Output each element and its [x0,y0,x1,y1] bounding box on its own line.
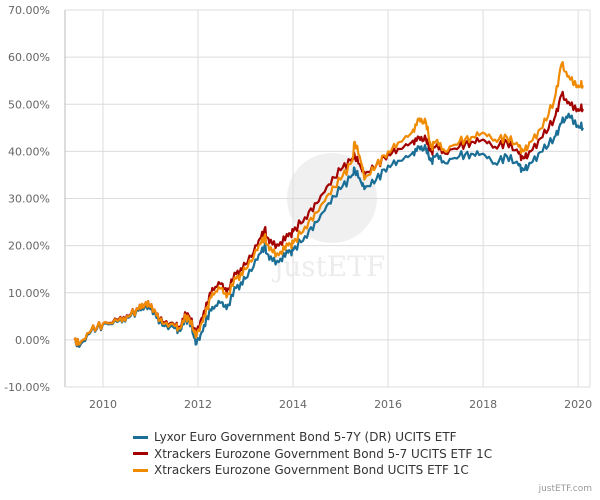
legend-item-xtrackers-eurozone[interactable]: Xtrackers Eurozone Government Bond UCITS… [133,462,492,479]
y-tick-label: 10.00% [8,287,50,300]
x-tick-label: 2020 [564,398,592,411]
series-line-2 [73,61,584,347]
x-tick-label: 2018 [469,398,497,411]
y-tick-label: 50.00% [8,98,50,111]
watermark-logo-text: justETF [272,250,386,283]
x-tick-label: 2014 [279,398,307,411]
source-credit[interactable]: justETF.com [538,484,592,494]
legend-label: Xtrackers Eurozone Government Bond 5-7 U… [154,446,493,461]
y-tick-label: 30.00% [8,193,50,206]
x-tick-label: 2012 [184,398,212,411]
series-line-1 [73,90,584,347]
x-tick-label: 2016 [374,398,402,411]
grid [64,9,591,388]
y-tick-label: -10.00% [4,381,50,394]
x-tick-label: 2010 [89,398,117,411]
y-tick-label: 40.00% [8,145,50,158]
x-axis: 2010 2012 2014 2016 2018 2020 [89,398,592,411]
series-lines [73,61,584,348]
legend-item-lyxor[interactable]: Lyxor Euro Government Bond 5-7Y (DR) UCI… [133,429,492,446]
legend-swatch [133,468,148,472]
legend-label: Lyxor Euro Government Bond 5-7Y (DR) UCI… [154,430,457,445]
y-axis: -10.00% 0.00% 10.00% 20.00% 30.00% 40.00% 50.0… [4,4,50,394]
legend-item-xtrackers-5-7[interactable]: Xtrackers Eurozone Government Bond 5-7 U… [133,446,492,463]
y-tick-label: 70.00% [8,4,50,17]
legend-swatch [133,452,148,456]
y-tick-label: 0.00% [15,334,50,347]
y-tick-label: 20.00% [8,240,50,253]
legend-label: Xtrackers Eurozone Government Bond UCITS… [154,463,469,478]
legend-swatch [133,435,148,439]
legend: Lyxor Euro Government Bond 5-7Y (DR) UCI… [133,429,492,479]
y-tick-label: 60.00% [8,51,50,64]
